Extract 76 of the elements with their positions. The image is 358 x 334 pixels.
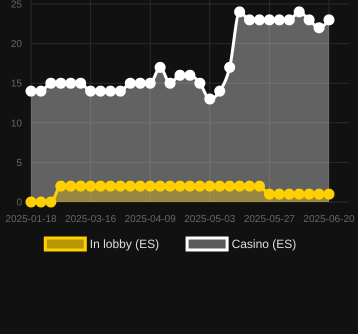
point [224,62,236,73]
point [324,188,334,200]
point [104,180,116,192]
point [244,180,256,192]
y-tick-label: 10 [10,118,22,130]
point [294,6,305,18]
point [55,180,66,192]
point [264,188,275,200]
point [144,180,156,192]
point [45,78,56,89]
x-tick-label: 2025-01-18 [5,214,58,225]
point [75,180,86,192]
point [45,196,56,208]
point [114,86,126,97]
point [254,14,265,26]
point [304,14,315,26]
x-tick-label: 2025-06-20 [303,214,356,225]
x-tick-label: 2025-03-16 [65,214,117,225]
point [26,86,36,97]
point [164,78,176,89]
point [184,180,196,192]
point [314,22,325,34]
y-tick-label: 0 [16,198,22,208]
point [324,14,334,26]
y-tick-label: 15 [10,78,22,90]
point [26,196,36,208]
y-tick-label: 25 [10,0,22,10]
point [314,188,325,200]
point [114,180,126,192]
point [294,188,305,200]
point [194,78,206,89]
point [234,180,246,192]
point [75,78,86,89]
x-tick-label: 2025-05-03 [184,214,236,225]
point [174,70,186,81]
point [134,78,146,89]
point [85,180,96,192]
legend-label: In lobby (ES) [90,237,160,252]
point [204,180,216,192]
point [55,78,66,89]
point [224,180,236,192]
point [194,180,206,192]
point [134,180,146,192]
point [264,14,275,26]
y-tick-label: 5 [16,158,22,169]
point [164,180,176,192]
point [274,188,285,200]
point [304,188,315,200]
point [154,62,166,73]
point [95,86,106,97]
point [254,180,265,192]
x-tick-label: 2025-05-27 [244,214,296,225]
point [204,94,216,105]
point [35,86,46,97]
point [35,196,46,208]
point [124,180,136,192]
x-tick-label: 2025-04-09 [124,214,176,225]
point [124,78,136,89]
point [104,86,116,97]
point [244,14,256,26]
point [65,180,76,192]
y-tick-label: 20 [10,39,22,50]
point [184,70,196,81]
point [85,86,96,97]
point [95,180,106,192]
point [234,6,246,18]
point [174,180,186,192]
point [144,78,156,89]
point [65,78,76,89]
point [214,180,226,192]
point [154,180,166,192]
point [284,14,295,26]
point [214,86,226,97]
legend-label: Casino (ES) [232,237,296,252]
point [284,188,295,200]
point [274,14,285,26]
